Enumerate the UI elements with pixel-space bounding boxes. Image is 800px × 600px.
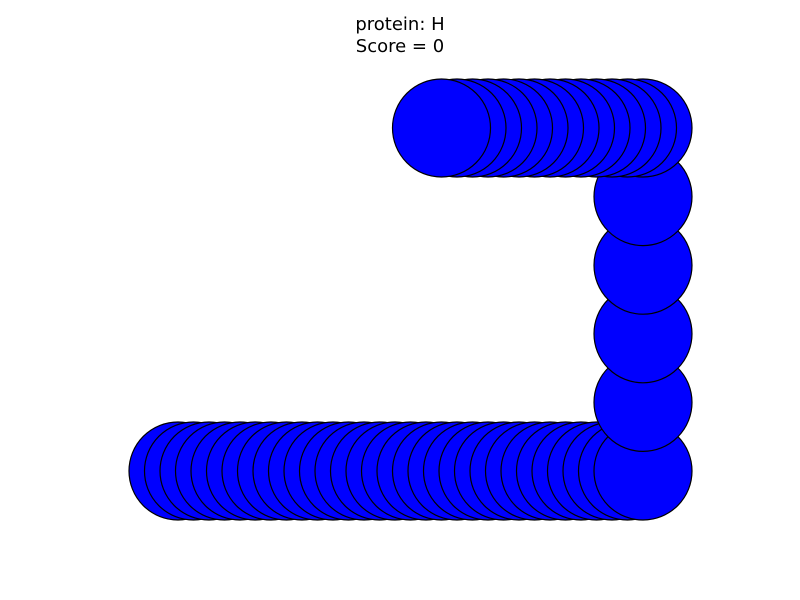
residue-marker: [391, 78, 492, 178]
chart-title-line1: protein: H: [355, 14, 445, 35]
chart-title-line2: Score = 0: [355, 36, 445, 57]
